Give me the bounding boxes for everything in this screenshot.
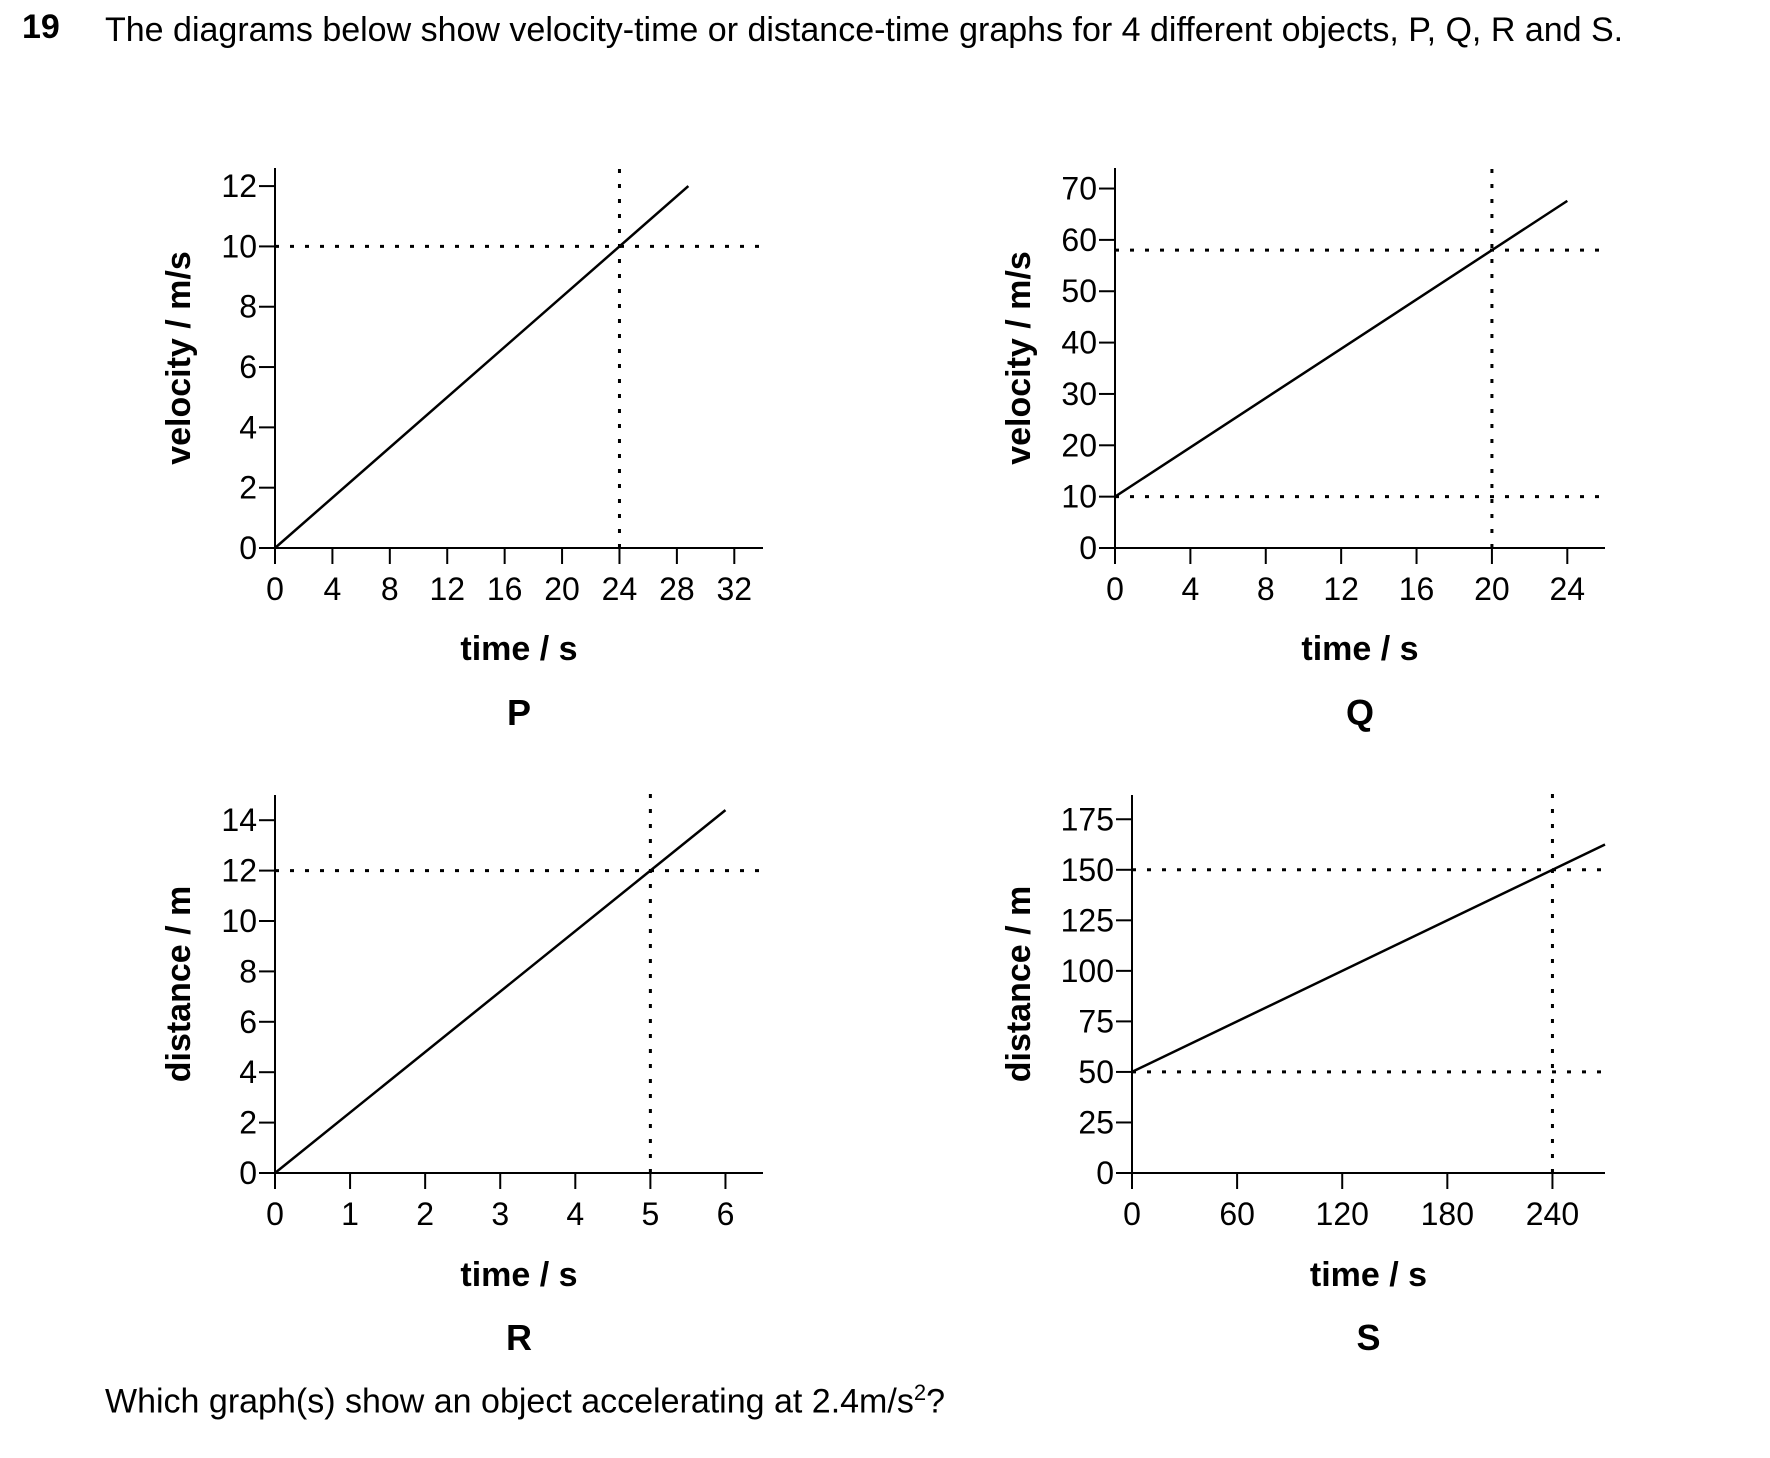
chart-label-r: R: [506, 1317, 532, 1358]
y-tick-label: 50: [1078, 1054, 1114, 1090]
data-line-p: [274, 185, 690, 549]
x-tick-label: 4: [1181, 571, 1199, 607]
y-tick-label: 175: [1061, 801, 1114, 837]
question-number: 19: [22, 8, 60, 46]
y-tick-label: 75: [1078, 1003, 1114, 1039]
y-tick-label: 0: [1079, 530, 1097, 566]
y-tick-label: 2: [239, 1105, 257, 1141]
y-tick-label: 12: [221, 168, 257, 204]
x-tick-label: 2: [416, 1196, 434, 1232]
x-tick-label: 16: [1399, 571, 1435, 607]
y-axis-label: velocity / m/s: [160, 251, 198, 465]
y-tick-label: 8: [239, 953, 257, 989]
y-tick-label: 30: [1061, 376, 1097, 412]
x-tick-label: 28: [659, 571, 695, 607]
x-axis-label: time / s: [1301, 630, 1418, 668]
x-tick-label: 20: [1474, 571, 1510, 607]
x-tick-label: 5: [641, 1196, 659, 1232]
y-tick-label: 20: [1061, 427, 1097, 463]
y-tick-label: 50: [1061, 273, 1097, 309]
y-tick-label: 6: [239, 349, 257, 385]
chart-label-p: P: [507, 692, 531, 733]
question-text: The diagrams below show velocity-time or…: [105, 11, 1624, 49]
y-tick-label: 4: [239, 409, 257, 445]
x-tick-label: 8: [1257, 571, 1275, 607]
x-tick-label: 0: [1123, 1196, 1141, 1232]
x-axis-label: time / s: [1310, 1256, 1427, 1294]
y-tick-label: 14: [221, 802, 257, 838]
x-tick-label: 4: [324, 571, 342, 607]
y-tick-label: 2: [239, 470, 257, 506]
x-tick-label: 1: [341, 1196, 359, 1232]
x-tick-label: 12: [1323, 571, 1359, 607]
y-tick-label: 40: [1061, 325, 1097, 361]
x-tick-label: 180: [1421, 1196, 1474, 1232]
chart-label-q: Q: [1346, 692, 1374, 733]
x-tick-label: 16: [487, 571, 523, 607]
x-tick-label: 3: [491, 1196, 509, 1232]
x-tick-label: 60: [1219, 1196, 1255, 1232]
y-tick-label: 10: [221, 228, 257, 264]
y-tick-label: 10: [1061, 479, 1097, 515]
y-tick-label: 0: [239, 1155, 257, 1191]
x-tick-label: 32: [716, 571, 752, 607]
x-tick-label: 20: [544, 571, 580, 607]
prompt-text: Which graph(s) show an object accelerati…: [105, 1382, 914, 1421]
y-tick-label: 6: [239, 1004, 257, 1040]
y-tick-label: 0: [1096, 1155, 1114, 1191]
x-tick-label: 4: [566, 1196, 584, 1232]
x-axis-label: time / s: [460, 630, 577, 668]
question-prompt: Which graph(s) show an object accelerati…: [105, 1380, 945, 1421]
y-axis-label: distance / m: [1000, 886, 1038, 1083]
y-tick-label: 8: [239, 289, 257, 325]
y-tick-label: 4: [239, 1054, 257, 1090]
x-tick-label: 24: [602, 571, 638, 607]
data-line-q: [1114, 199, 1568, 498]
y-tick-label: 0: [239, 530, 257, 566]
chart-label-s: S: [1356, 1317, 1380, 1358]
y-tick-label: 125: [1061, 902, 1114, 938]
y-tick-label: 25: [1078, 1104, 1114, 1140]
x-tick-label: 0: [266, 1196, 284, 1232]
x-axis-label: time / s: [460, 1256, 577, 1294]
x-tick-label: 24: [1550, 571, 1586, 607]
y-tick-label: 12: [221, 853, 257, 889]
y-tick-label: 70: [1061, 171, 1097, 207]
x-tick-label: 0: [1106, 571, 1124, 607]
x-tick-label: 6: [717, 1196, 735, 1232]
prompt-end: ?: [926, 1382, 945, 1421]
y-tick-label: 100: [1061, 953, 1114, 989]
chart-S: 0 60 120 180 240 0 25 50 75 100 125 150 175 time / s d…: [1000, 787, 1606, 1358]
y-axis-label: distance / m: [160, 886, 198, 1083]
prompt-superscript: 2: [913, 1380, 927, 1405]
y-tick-label: 150: [1061, 852, 1114, 888]
y-tick-label: 60: [1061, 222, 1097, 258]
chart-Q: 0 4 8 12 16 20 24 0 10 20 30 40 50 60 70 time / s veloci…: [1000, 160, 1605, 733]
x-tick-label: 0: [266, 571, 284, 607]
data-line-r: [274, 809, 727, 1174]
x-tick-label: 8: [381, 571, 399, 607]
x-tick-label: 12: [429, 571, 465, 607]
data-line-s: [1131, 843, 1606, 1074]
x-tick-label: 240: [1526, 1196, 1579, 1232]
x-tick-label: 120: [1316, 1196, 1369, 1232]
y-axis-label: velocity / m/s: [1000, 251, 1038, 465]
y-tick-label: 10: [221, 903, 257, 939]
